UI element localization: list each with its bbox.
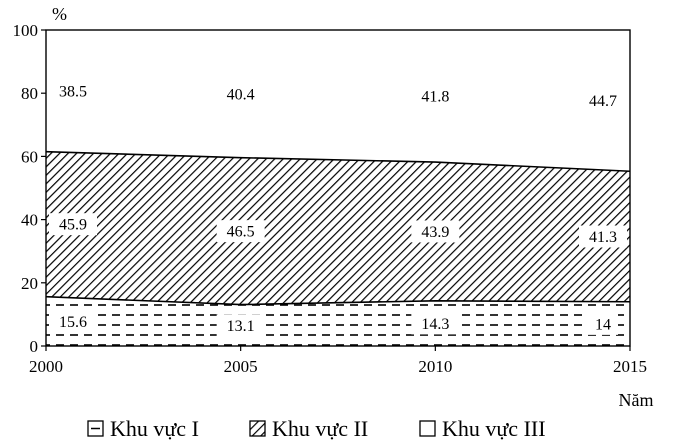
y-tick-label-60: 60 [21, 147, 38, 166]
area-1 [46, 296, 630, 346]
legend-swatch-khu-vuc-2 [249, 420, 266, 437]
data-label-box-s2-2000 [49, 213, 97, 236]
legend: Khu vực I Khu vực II Khu vực III [87, 416, 546, 441]
y-axis-ticks: 0 20 40 60 80 100 [13, 21, 46, 356]
data-label-s2-2000: 45.9 [59, 217, 87, 234]
area-2 [46, 151, 630, 305]
x-tick-label-2000: 2000 [29, 357, 63, 376]
data-labels: 15.6 13.1 14.3 14 45.9 46.5 43.9 41.3 38.5 40.4 41… [49, 79, 627, 337]
x-axis-ticks: 2000 2005 2010 2015 [29, 346, 647, 376]
y-tick-label-40: 40 [21, 211, 38, 230]
data-label-box-s2-2015 [579, 225, 627, 248]
legend-item-khu-vuc-1: Khu vực I [87, 416, 199, 441]
legend-label-khu-vuc-2: Khu vực II [272, 416, 368, 441]
y-tick-label-20: 20 [21, 274, 38, 293]
data-label-s3-2015: 44.7 [589, 93, 617, 110]
y-tick-label-0: 0 [30, 337, 39, 356]
data-label-box-s1-2010 [411, 312, 460, 335]
data-label-s1-2000: 15.6 [59, 314, 87, 331]
data-label-s3-2005: 40.4 [227, 86, 255, 103]
data-label-box-s3-2010 [411, 85, 460, 108]
area-layer [46, 30, 630, 346]
data-label-box-s2-2010 [411, 220, 460, 243]
y-axis-title: % [52, 4, 67, 24]
legend-swatch-khu-vuc-3 [419, 420, 436, 437]
data-label-box-s1-2015 [588, 312, 618, 335]
data-label-box-s3-2005 [216, 82, 265, 105]
data-label-s1-2005: 13.1 [227, 318, 255, 335]
legend-item-khu-vuc-2: Khu vực II [249, 416, 368, 441]
y-tick-label-100: 100 [13, 21, 39, 40]
boundary-line-1 [45, 295, 631, 306]
data-label-s2-2005: 46.5 [227, 224, 255, 241]
data-label-s2-2015: 41.3 [589, 229, 617, 246]
boundary-line-2 [45, 150, 631, 173]
data-label-s1-2010: 14.3 [421, 316, 449, 333]
legend-label-khu-vuc-3: Khu vực III [442, 416, 546, 441]
data-label-box-s3-2015 [579, 89, 627, 112]
data-label-box-s1-2005 [216, 314, 265, 337]
plot-frame [45, 29, 631, 347]
legend-item-khu-vuc-3: Khu vực III [419, 416, 546, 441]
x-tick-label-2015: 2015 [613, 357, 647, 376]
x-tick-label-2010: 2010 [418, 357, 452, 376]
data-label-box-s1-2000 [49, 310, 97, 333]
legend-label-khu-vuc-1: Khu vực I [110, 416, 199, 441]
boundary-lines [45, 150, 631, 306]
area-3 [46, 30, 630, 172]
x-tick-label-2005: 2005 [224, 357, 258, 376]
data-label-box-s3-2000 [49, 79, 97, 102]
data-label-box-s2-2005 [216, 220, 265, 243]
data-label-s3-2000: 38.5 [59, 83, 87, 100]
y-tick-label-80: 80 [21, 84, 38, 103]
x-axis-title: Năm [619, 390, 654, 410]
data-label-s2-2010: 43.9 [421, 224, 449, 241]
data-label-s3-2010: 41.8 [421, 89, 449, 106]
data-label-s1-2015: 14 [595, 316, 611, 333]
